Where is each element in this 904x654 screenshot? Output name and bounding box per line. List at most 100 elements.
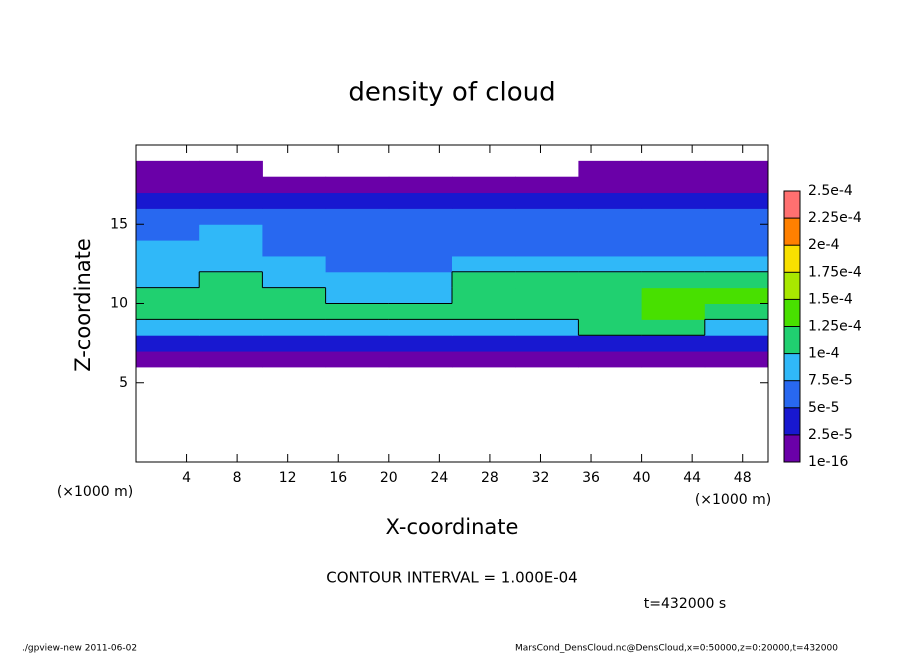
y-axis-unit: (×1000 m) xyxy=(57,484,133,500)
cell xyxy=(578,255,643,273)
cell xyxy=(199,255,263,273)
cell xyxy=(388,287,453,304)
colorbar-label: 2e-4 xyxy=(808,237,840,253)
cell xyxy=(388,335,453,352)
colorbar-label: 7.5e-5 xyxy=(808,373,853,389)
footer-right: MarsCond_DensCloud.nc@DensCloud,x=0:5000… xyxy=(515,644,838,654)
cell xyxy=(199,303,263,320)
cell xyxy=(262,240,327,257)
cell xyxy=(388,255,453,273)
cell xyxy=(641,160,706,178)
cell xyxy=(515,287,579,304)
cell xyxy=(199,287,263,304)
cell xyxy=(452,351,516,368)
cell xyxy=(704,287,769,304)
cell xyxy=(325,335,390,352)
x-tick-label: 12 xyxy=(279,470,297,486)
cell xyxy=(452,255,516,273)
cell xyxy=(578,287,643,304)
cell xyxy=(388,192,453,209)
cell xyxy=(704,303,769,320)
cell xyxy=(452,271,516,289)
colorbar-swatch xyxy=(784,245,800,273)
cell xyxy=(578,335,643,352)
cell xyxy=(136,240,200,257)
cell xyxy=(704,271,769,289)
x-tick-label: 24 xyxy=(430,470,448,486)
cell xyxy=(641,335,706,352)
footer-left: ./gpview-new 2011-06-02 xyxy=(22,644,137,654)
cell xyxy=(136,255,200,273)
cell xyxy=(578,160,643,178)
cell xyxy=(515,319,579,336)
cell xyxy=(641,255,706,273)
cell xyxy=(325,271,390,289)
colorbar-label: 2.25e-4 xyxy=(808,210,862,226)
cell xyxy=(641,208,706,225)
cell xyxy=(388,271,453,289)
cell xyxy=(262,319,327,336)
cell xyxy=(578,351,643,368)
colorbar-label: 2.5e-5 xyxy=(808,427,853,443)
cell xyxy=(515,176,579,194)
colorbar-label: 1e-16 xyxy=(808,454,848,470)
cell xyxy=(515,224,579,241)
cell xyxy=(136,303,200,320)
cell xyxy=(704,351,769,368)
cell xyxy=(262,255,327,273)
cell xyxy=(452,335,516,352)
x-tick-label: 28 xyxy=(481,470,499,486)
cell xyxy=(262,271,327,289)
colorbar-label: 1.25e-4 xyxy=(808,319,862,335)
cell xyxy=(262,303,327,320)
cell xyxy=(136,192,200,209)
cell xyxy=(199,351,263,368)
cell xyxy=(388,240,453,257)
cell xyxy=(388,208,453,225)
cell xyxy=(578,192,643,209)
cell xyxy=(641,303,706,320)
cell xyxy=(704,176,769,194)
cell xyxy=(136,335,200,352)
cell xyxy=(199,208,263,225)
cell xyxy=(704,255,769,273)
cell xyxy=(325,208,390,225)
cell xyxy=(262,224,327,241)
cell xyxy=(136,271,200,289)
colorbar-swatch xyxy=(784,326,800,354)
colorbar-swatch xyxy=(784,272,800,300)
cell xyxy=(641,192,706,209)
cell xyxy=(199,192,263,209)
colorbar-swatch xyxy=(784,353,800,381)
cell xyxy=(325,319,390,336)
cell xyxy=(515,271,579,289)
cell xyxy=(578,303,643,320)
cell xyxy=(704,192,769,209)
colorbar-swatch xyxy=(784,407,800,435)
cell xyxy=(578,240,643,257)
cell xyxy=(704,208,769,225)
cell xyxy=(452,303,516,320)
cell xyxy=(452,240,516,257)
cell xyxy=(515,255,579,273)
cell xyxy=(262,287,327,304)
x-tick-label: 32 xyxy=(532,470,550,486)
cell xyxy=(704,319,769,336)
cell xyxy=(515,240,579,257)
colorbar-label: 1.5e-4 xyxy=(808,291,853,307)
x-tick-label: 44 xyxy=(683,470,701,486)
cell xyxy=(578,208,643,225)
cell xyxy=(515,303,579,320)
colorbar-label: 1.75e-4 xyxy=(808,264,862,280)
cell xyxy=(199,224,263,241)
cell xyxy=(515,192,579,209)
x-tick-label: 8 xyxy=(233,470,242,486)
y-tick-label: 5 xyxy=(119,375,128,391)
cell xyxy=(704,335,769,352)
cell xyxy=(515,208,579,225)
cell xyxy=(452,319,516,336)
cell xyxy=(136,287,200,304)
colorbar-label: 5e-5 xyxy=(808,400,839,416)
cell xyxy=(704,240,769,257)
x-tick-label: 4 xyxy=(182,470,191,486)
